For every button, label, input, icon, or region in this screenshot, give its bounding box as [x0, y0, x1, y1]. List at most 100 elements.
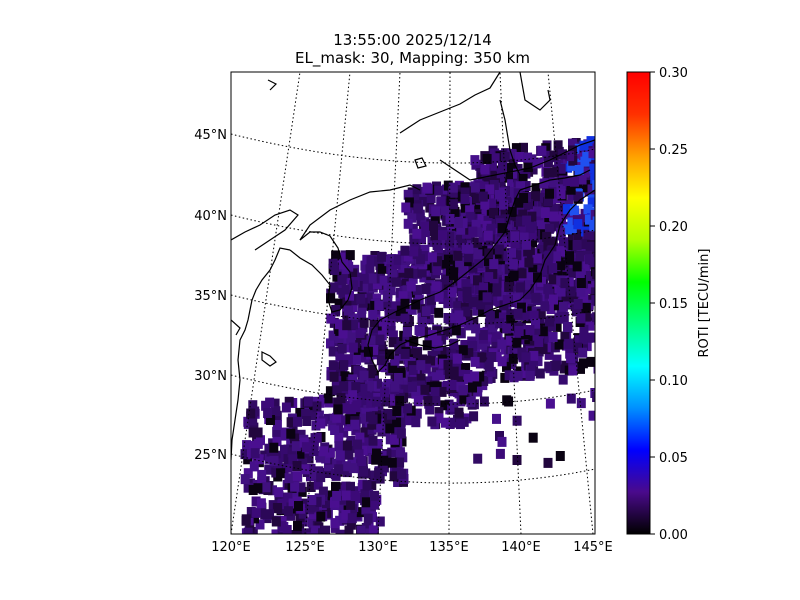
roti-cell [424, 314, 434, 325]
roti-cell [345, 381, 355, 392]
roti-cell [365, 381, 374, 392]
roti-cell [365, 264, 375, 275]
roti-cell [306, 502, 316, 513]
roti-cell [519, 232, 529, 243]
roti-cell [448, 182, 458, 193]
roti-cell [468, 297, 478, 308]
roti-cell [578, 347, 588, 358]
roti-cell [450, 345, 460, 356]
roti-cell [393, 373, 403, 383]
roti-cell [250, 448, 260, 459]
roti-cell [516, 282, 526, 293]
roti-cell [477, 352, 487, 363]
roti-cell [510, 282, 520, 293]
roti-cell [443, 326, 453, 337]
roti-cell [418, 316, 427, 327]
roti-cell [469, 242, 479, 253]
roti-cell [288, 454, 298, 465]
roti-cell [332, 385, 342, 396]
roti-cell [342, 440, 352, 451]
roti-cell [352, 395, 362, 406]
roti-cell [432, 335, 442, 346]
roti-cell [537, 219, 547, 230]
roti-cell [440, 205, 450, 216]
roti-cell [393, 311, 402, 322]
roti-cell [543, 457, 553, 468]
roti-cell [490, 153, 500, 164]
roti-cell [388, 330, 398, 341]
roti-cell [473, 386, 483, 397]
roti-cell [592, 312, 595, 323]
roti-cell [462, 286, 472, 297]
roti-cell [249, 442, 259, 453]
roti-cell [328, 360, 338, 371]
roti-cell [567, 223, 577, 234]
roti-cell [518, 209, 528, 220]
coastline [399, 72, 501, 134]
roti-cell [594, 245, 595, 256]
roti-cell [342, 467, 352, 478]
roti-cell [412, 408, 422, 419]
plot-title-time: 13:55:00 2025/12/14 [333, 31, 492, 49]
graticule [231, 72, 595, 534]
roti-cell [497, 436, 507, 447]
roti-cell [471, 219, 481, 230]
roti-cell [402, 333, 412, 344]
roti-cell [554, 313, 564, 324]
lon-tick-label: 125°E [285, 540, 325, 555]
roti-cell [573, 299, 583, 309]
roti-cell [447, 380, 457, 390]
roti-cell [552, 354, 562, 365]
roti-cell [570, 176, 579, 187]
roti-cell [459, 393, 469, 404]
roti-cell [539, 291, 549, 302]
roti-cell [264, 464, 274, 475]
roti-cell [273, 503, 283, 513]
roti-cell [445, 214, 455, 224]
roti-cell [573, 191, 583, 202]
roti-cell [338, 504, 348, 515]
roti-cell [516, 302, 526, 313]
roti-cell [437, 238, 447, 249]
roti-cell [271, 406, 281, 417]
roti-cell [339, 381, 349, 392]
roti-cell [556, 246, 566, 257]
roti-cell [524, 289, 534, 300]
roti-cell [544, 349, 554, 360]
roti-cell [514, 326, 524, 336]
roti-cell [583, 229, 593, 240]
roti-cell [446, 292, 456, 303]
roti-cell [283, 454, 293, 465]
roti-cell [589, 332, 595, 343]
roti-cell [480, 199, 490, 210]
roti-cell [395, 447, 405, 458]
roti-cell [331, 250, 341, 261]
roti-cell [543, 168, 553, 179]
roti-cell [448, 187, 458, 198]
roti-cell [356, 507, 365, 518]
roti-cell [495, 448, 505, 459]
colorbar-label: ROTI [TECU/min] [697, 249, 712, 358]
roti-cell [463, 235, 473, 246]
roti-cell [497, 223, 507, 234]
roti-cell [488, 322, 498, 333]
roti-cell [276, 468, 286, 479]
roti-cell [470, 356, 480, 367]
roti-cell [370, 499, 380, 510]
roti-cell [274, 487, 284, 498]
roti-cell [328, 258, 338, 269]
roti-cell [392, 269, 402, 280]
roti-cell [435, 205, 445, 216]
roti-cell [555, 221, 565, 232]
roti-cell [447, 287, 457, 298]
roti-cell [534, 337, 544, 347]
roti-cell [510, 231, 520, 242]
roti-cell [404, 268, 414, 279]
roti-cell [341, 509, 351, 520]
roti-cell [574, 143, 584, 154]
roti-cell [329, 282, 339, 293]
roti-cell [587, 197, 595, 208]
roti-cell [372, 279, 382, 290]
roti-cell [362, 480, 372, 491]
roti-cell [471, 323, 481, 334]
